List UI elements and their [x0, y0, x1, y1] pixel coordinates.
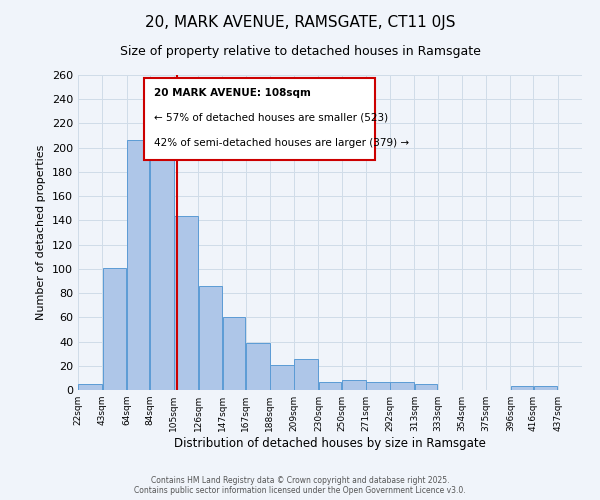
Bar	[319, 382, 341, 390]
Bar	[391, 382, 414, 390]
Bar	[415, 384, 437, 390]
Bar	[295, 358, 318, 390]
Bar	[150, 158, 173, 390]
Bar	[127, 140, 149, 390]
Y-axis label: Number of detached properties: Number of detached properties	[37, 145, 46, 320]
Bar	[143, 78, 376, 160]
Text: 20 MARK AVENUE: 108sqm: 20 MARK AVENUE: 108sqm	[154, 88, 310, 98]
Bar	[103, 268, 126, 390]
Text: Size of property relative to detached houses in Ramsgate: Size of property relative to detached ho…	[119, 45, 481, 58]
Bar	[511, 386, 533, 390]
Bar	[366, 382, 390, 390]
Bar	[223, 318, 245, 390]
Text: Contains public sector information licensed under the Open Government Licence v3: Contains public sector information licen…	[134, 486, 466, 495]
Bar	[199, 286, 222, 390]
Bar	[78, 384, 102, 390]
Bar	[534, 386, 557, 390]
Text: ← 57% of detached houses are smaller (523): ← 57% of detached houses are smaller (52…	[154, 113, 388, 123]
Text: 20, MARK AVENUE, RAMSGATE, CT11 0JS: 20, MARK AVENUE, RAMSGATE, CT11 0JS	[145, 15, 455, 30]
X-axis label: Distribution of detached houses by size in Ramsgate: Distribution of detached houses by size …	[174, 437, 486, 450]
Text: 42% of semi-detached houses are larger (379) →: 42% of semi-detached houses are larger (…	[154, 138, 409, 148]
Bar	[270, 364, 294, 390]
Text: Contains HM Land Registry data © Crown copyright and database right 2025.: Contains HM Land Registry data © Crown c…	[151, 476, 449, 485]
Bar	[342, 380, 365, 390]
Bar	[174, 216, 198, 390]
Bar	[246, 343, 269, 390]
